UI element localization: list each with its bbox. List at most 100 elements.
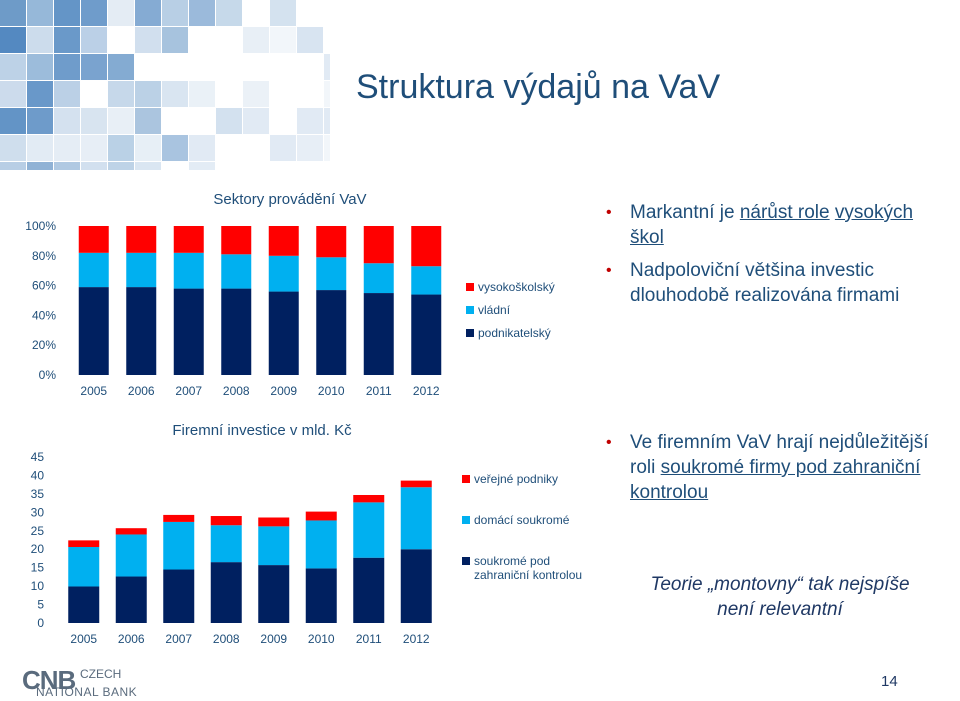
business-bar-segment — [353, 502, 385, 558]
mosaic-tile — [108, 81, 134, 107]
bullets-top: • Markantní je nárůst role vysokých škol •… — [600, 200, 940, 316]
sector-bar-segment — [221, 288, 252, 375]
mosaic-tile — [135, 108, 161, 134]
bottom-bullet-text: Ve firemním VaV hrají nejdůležitější rol… — [630, 432, 929, 478]
mosaic-tile — [0, 0, 26, 26]
business-bar-segment — [258, 517, 290, 527]
business-legend-swatch — [462, 516, 470, 524]
sector-bar-segment — [316, 226, 347, 258]
sector-bar-segment — [268, 255, 299, 292]
business-bar-segment — [68, 586, 100, 623]
mosaic-tile — [189, 135, 215, 161]
sector-y-tick: 20% — [32, 338, 56, 352]
sector-bar-segment — [126, 252, 157, 288]
business-bar-segment — [210, 562, 242, 623]
sector-x-tick: 2008 — [223, 384, 250, 398]
mosaic-tile — [162, 27, 188, 53]
mosaic-tile — [189, 162, 215, 170]
bullet-marker-icon: • — [606, 262, 612, 279]
mosaic-tile — [135, 0, 161, 26]
business-bar-segment — [115, 528, 147, 535]
bottom-bullet: • Ve firemním VaV hrají nejdůležitější ro… — [600, 430, 940, 505]
business-bar-segment — [115, 576, 147, 623]
sector-bar-segment — [221, 254, 252, 289]
business-y-tick: 40 — [31, 468, 45, 482]
sector-bar-segment — [316, 290, 347, 375]
mosaic-tile — [27, 162, 53, 170]
bullet-marker-icon: • — [606, 434, 612, 451]
sector-bar-segment — [411, 226, 442, 267]
mosaic-tile — [162, 0, 188, 26]
business-x-tick: 2011 — [356, 632, 382, 646]
mosaic-tile — [243, 81, 269, 107]
mosaic-tile — [81, 27, 107, 53]
mosaic-tile — [108, 54, 134, 80]
sector-legend-label: vládní — [478, 303, 511, 317]
business-title: Firemní investice v mld. Kč — [172, 422, 352, 439]
business-investment-chart: Firemní investice v mld. Kč 0 5 10 15 20 25 30 3… — [0, 415, 460, 655]
mosaic-tile — [81, 162, 107, 170]
business-legend-swatch — [462, 557, 470, 565]
business-bar-segment — [210, 516, 242, 526]
sector-y-tick: 0% — [39, 368, 57, 382]
bottom-bullet-text: soukromé firmy pod zahraniční kontrolou — [630, 457, 921, 503]
sector-bar-segment — [126, 226, 157, 253]
mosaic-tile — [108, 162, 134, 170]
sector-x-tick: 2012 — [413, 384, 440, 398]
mosaic-tile — [162, 81, 188, 107]
mosaic-tile — [54, 162, 80, 170]
mosaic-tile — [324, 81, 330, 107]
sector-x-tick: 2009 — [270, 384, 297, 398]
sector-legend-label: podnikatelský — [478, 326, 551, 340]
sector-y-tick: 40% — [32, 308, 56, 322]
sector-bar-segment — [173, 226, 204, 253]
mosaic-tile — [324, 135, 330, 161]
sector-legend-swatch — [466, 329, 474, 337]
sector-y-tick: 100% — [25, 219, 56, 233]
business-y-tick: 15 — [31, 561, 45, 575]
top-bullet-text: nárůst role — [739, 202, 830, 223]
sector-x-tick: 2011 — [366, 384, 392, 398]
mosaic-tile — [189, 0, 215, 26]
mosaic-tile — [0, 108, 26, 134]
business-x-tick: 2007 — [165, 632, 192, 646]
page-number: 14 — [881, 673, 898, 690]
top-bullet-text: Markantní je — [630, 202, 740, 223]
business-legend-label: domácí soukromé — [474, 513, 570, 527]
sector-chart-legend: vysokoškolský vládní podnikatelský — [466, 280, 586, 350]
business-bar-segment — [163, 514, 195, 522]
mosaic-tile — [54, 81, 80, 107]
mosaic-tile — [297, 27, 323, 53]
cnb-logo: CNB CZECH NATIONAL BANK — [22, 665, 142, 699]
bullets-bottom: • Ve firemním VaV hrají nejdůležitější ro… — [600, 430, 940, 513]
sector-legend-swatch — [466, 283, 474, 291]
conclusion-note-line2: není relevantní — [717, 599, 843, 620]
sector-bar-segment — [221, 226, 252, 255]
mosaic-tile — [297, 108, 323, 134]
business-investment-chart-svg: Firemní investice v mld. Kč 0 5 10 15 20 25 30 3… — [31, 422, 432, 646]
sector-bar-segment — [363, 226, 394, 264]
sector-bar-segment — [268, 226, 299, 256]
mosaic-tile — [270, 135, 296, 161]
business-y-tick: 30 — [31, 505, 45, 519]
business-legend-swatch — [462, 475, 470, 483]
mosaic-tile — [270, 27, 296, 53]
conclusion-note: Teorie „montovny“ tak nejspíše není rele… — [600, 572, 960, 622]
sector-bar-segment — [126, 287, 157, 375]
mosaic-tile — [54, 135, 80, 161]
business-bar-segment — [258, 526, 290, 566]
sector-chart: Sektory provádění VaV 0% 20% 40% 60% 80% 100% 2… — [0, 180, 460, 410]
logo-mark: CNB — [22, 665, 76, 695]
sector-legend-label: vysokoškolský — [478, 280, 555, 294]
mosaic-tile — [54, 54, 80, 80]
mosaic-tile — [54, 27, 80, 53]
mosaic-tile — [27, 108, 53, 134]
business-y-tick: 45 — [31, 450, 45, 464]
business-bar-segment — [163, 569, 195, 623]
sector-bar-segment — [78, 226, 109, 253]
mosaic-tile — [27, 27, 53, 53]
business-x-tick: 2005 — [70, 632, 97, 646]
business-y-tick: 5 — [37, 598, 44, 612]
mosaic-tile — [324, 108, 330, 134]
business-y-tick: 25 — [31, 524, 45, 538]
